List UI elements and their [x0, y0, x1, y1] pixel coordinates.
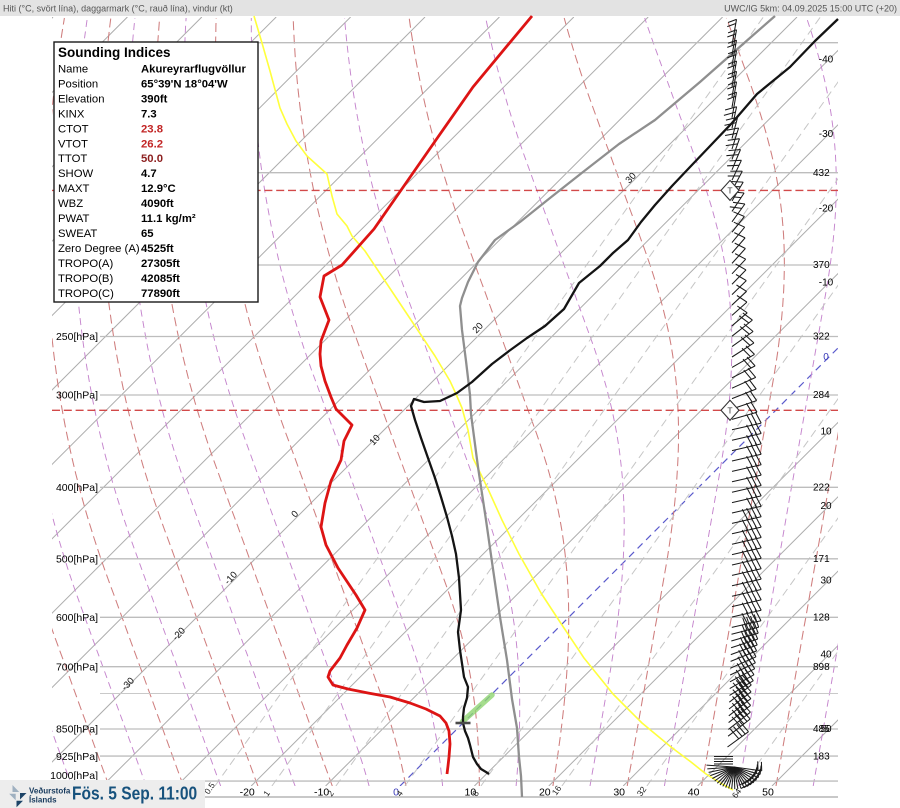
- svg-text:Íslands: Íslands: [29, 796, 57, 805]
- svg-text:850[hPa]: 850[hPa]: [56, 724, 98, 736]
- svg-text:171: 171: [813, 554, 830, 565]
- svg-text:26.2: 26.2: [141, 138, 163, 150]
- svg-text:-30: -30: [819, 129, 834, 140]
- svg-text:400[hPa]: 400[hPa]: [56, 482, 98, 494]
- svg-text:SHOW: SHOW: [58, 168, 93, 180]
- svg-text:432: 432: [813, 168, 830, 179]
- svg-text:925[hPa]: 925[hPa]: [56, 751, 98, 763]
- svg-text:TROPO(C): TROPO(C): [58, 288, 114, 300]
- svg-text:T: T: [727, 405, 732, 415]
- svg-text:30: 30: [820, 575, 832, 586]
- svg-text:WBZ: WBZ: [58, 198, 83, 210]
- svg-text:65°39'N 18°04'W: 65°39'N 18°04'W: [141, 78, 228, 90]
- svg-text:1000[hPa]: 1000[hPa]: [50, 770, 98, 782]
- svg-text:183: 183: [813, 751, 830, 762]
- svg-text:27305ft: 27305ft: [141, 258, 180, 270]
- svg-text:7.3: 7.3: [141, 108, 157, 120]
- svg-text:0: 0: [393, 787, 399, 799]
- svg-text:MAXT: MAXT: [58, 183, 89, 195]
- svg-text:-10: -10: [314, 787, 329, 799]
- svg-text:Akureyrarflugvöllur: Akureyrarflugvöllur: [141, 63, 246, 75]
- svg-text:0: 0: [823, 352, 829, 363]
- svg-text:12.9°C: 12.9°C: [141, 183, 176, 195]
- svg-text:1: 1: [261, 788, 272, 798]
- svg-text:128: 128: [813, 612, 830, 623]
- svg-text:20: 20: [820, 501, 832, 512]
- svg-text:898: 898: [813, 662, 830, 673]
- svg-text:30: 30: [613, 787, 625, 799]
- svg-text:50: 50: [762, 787, 774, 799]
- svg-text:UWC/IG 5km: 04.09.2025 15:00 U: UWC/IG 5km: 04.09.2025 15:00 UTC (+20): [724, 4, 897, 14]
- svg-text:65: 65: [141, 228, 154, 240]
- svg-text:42085ft: 42085ft: [141, 273, 180, 285]
- svg-text:284: 284: [813, 390, 830, 401]
- svg-text:-40: -40: [819, 55, 834, 66]
- svg-text:Veðurstofa: Veðurstofa: [29, 787, 71, 796]
- svg-text:11.1 kg/m²: 11.1 kg/m²: [141, 213, 196, 225]
- svg-text:10: 10: [820, 427, 832, 438]
- svg-text:20: 20: [539, 787, 551, 799]
- svg-text:23.8: 23.8: [141, 123, 163, 135]
- svg-text:4525ft: 4525ft: [141, 243, 174, 255]
- svg-text:500[hPa]: 500[hPa]: [56, 554, 98, 566]
- svg-text:Name: Name: [58, 63, 88, 75]
- svg-text:KINX: KINX: [58, 108, 85, 120]
- svg-text:0: 0: [289, 509, 301, 520]
- svg-text:222: 222: [813, 482, 830, 493]
- svg-text:40: 40: [820, 650, 832, 661]
- svg-text:TROPO(B): TROPO(B): [58, 273, 113, 285]
- svg-text:300[hPa]: 300[hPa]: [56, 390, 98, 402]
- svg-text:322: 322: [813, 332, 830, 343]
- svg-text:Zero Degree (A): Zero Degree (A): [58, 243, 140, 255]
- svg-text:TROPO(A): TROPO(A): [58, 258, 113, 270]
- svg-text:8: 8: [470, 788, 481, 798]
- svg-text:4: 4: [394, 788, 405, 798]
- svg-text:Elevation: Elevation: [58, 93, 104, 105]
- svg-text:600[hPa]: 600[hPa]: [56, 612, 98, 624]
- svg-text:77890ft: 77890ft: [141, 288, 180, 300]
- svg-text:PWAT: PWAT: [58, 213, 89, 225]
- svg-text:10: 10: [465, 787, 477, 799]
- svg-text:50: 50: [820, 724, 832, 735]
- svg-text:250[hPa]: 250[hPa]: [56, 331, 98, 343]
- svg-text:-20: -20: [819, 203, 834, 214]
- svg-text:390ft: 390ft: [141, 93, 168, 105]
- svg-text:2: 2: [325, 788, 336, 798]
- svg-text:4090ft: 4090ft: [141, 198, 174, 210]
- svg-text:Fös. 5 Sep. 11:00: Fös. 5 Sep. 11:00: [72, 783, 197, 804]
- svg-text:370: 370: [813, 260, 830, 271]
- svg-text:50.0: 50.0: [141, 153, 163, 165]
- svg-text:Position: Position: [58, 78, 98, 90]
- svg-text:TTOT: TTOT: [58, 153, 87, 165]
- svg-text:Hiti (°C, svört lína), daggarm: Hiti (°C, svört lína), daggarmark (°C, r…: [3, 4, 233, 14]
- svg-text:4.7: 4.7: [141, 168, 157, 180]
- svg-text:-10: -10: [819, 278, 834, 289]
- svg-text:40: 40: [688, 787, 700, 799]
- svg-text:485: 485: [813, 724, 830, 735]
- svg-text:T: T: [727, 185, 732, 195]
- svg-text:VTOT: VTOT: [58, 138, 88, 150]
- svg-text:SWEAT: SWEAT: [58, 228, 97, 240]
- svg-text:Sounding Indices: Sounding Indices: [58, 45, 171, 60]
- svg-text:CTOT: CTOT: [58, 123, 89, 135]
- svg-text:-20: -20: [240, 787, 255, 799]
- svg-text:700[hPa]: 700[hPa]: [56, 661, 98, 673]
